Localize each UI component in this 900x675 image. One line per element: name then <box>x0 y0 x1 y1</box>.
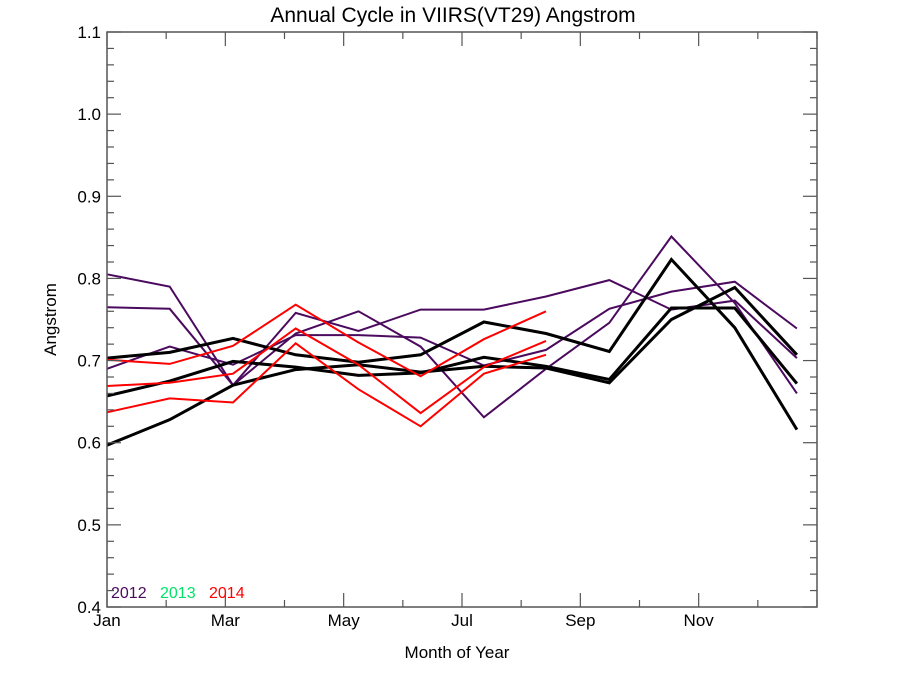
x-tick-label: Jan <box>93 611 120 630</box>
y-tick-label: 0.7 <box>77 352 101 371</box>
y-axis-label: Angstrom <box>41 283 60 356</box>
legend-entry-2012: 2012 <box>111 585 147 602</box>
y-tick-label: 0.8 <box>77 269 101 288</box>
axis-layer: Jan Mar May Jul Sep Nov 0.4 0.5 0.6 0.7 0.8 0.9 1.0 1… <box>77 23 818 630</box>
x-tick-label: May <box>328 611 361 630</box>
legend: 2012 2013 2014 <box>111 585 245 602</box>
x-tick-label: Sep <box>565 611 595 630</box>
series-line-2013-3 <box>106 257 799 431</box>
series-layer <box>106 234 799 447</box>
series-line-2013-4 <box>106 306 799 398</box>
x-tick-label: Mar <box>211 611 241 630</box>
y-tick-label: 0.6 <box>77 434 101 453</box>
legend-entry-2013: 2013 <box>160 585 196 602</box>
series-line-2014-6 <box>106 303 547 378</box>
y-tick-label: 1.1 <box>77 23 101 42</box>
y-tick-label: 1.0 <box>77 105 101 124</box>
plot-frame <box>106 31 818 608</box>
y-tick-label: 0.4 <box>77 598 101 617</box>
series-line-2013-5 <box>106 285 799 447</box>
x-axis-label: Month of Year <box>405 643 510 662</box>
series-line-2012-1 <box>106 234 798 419</box>
chart-title: Annual Cycle in VIIRS(VT29) Angstrom <box>270 4 635 27</box>
series-line-2014-7 <box>106 327 547 415</box>
series-line-2012-2 <box>106 280 798 370</box>
x-tick-label: Nov <box>684 611 715 630</box>
y-tick-label: 0.9 <box>77 187 101 206</box>
x-tick-label: Jul <box>451 611 473 630</box>
series-line-2014-8 <box>106 342 547 428</box>
y-tick-label: 0.5 <box>77 516 101 535</box>
legend-entry-2014: 2014 <box>209 585 245 602</box>
